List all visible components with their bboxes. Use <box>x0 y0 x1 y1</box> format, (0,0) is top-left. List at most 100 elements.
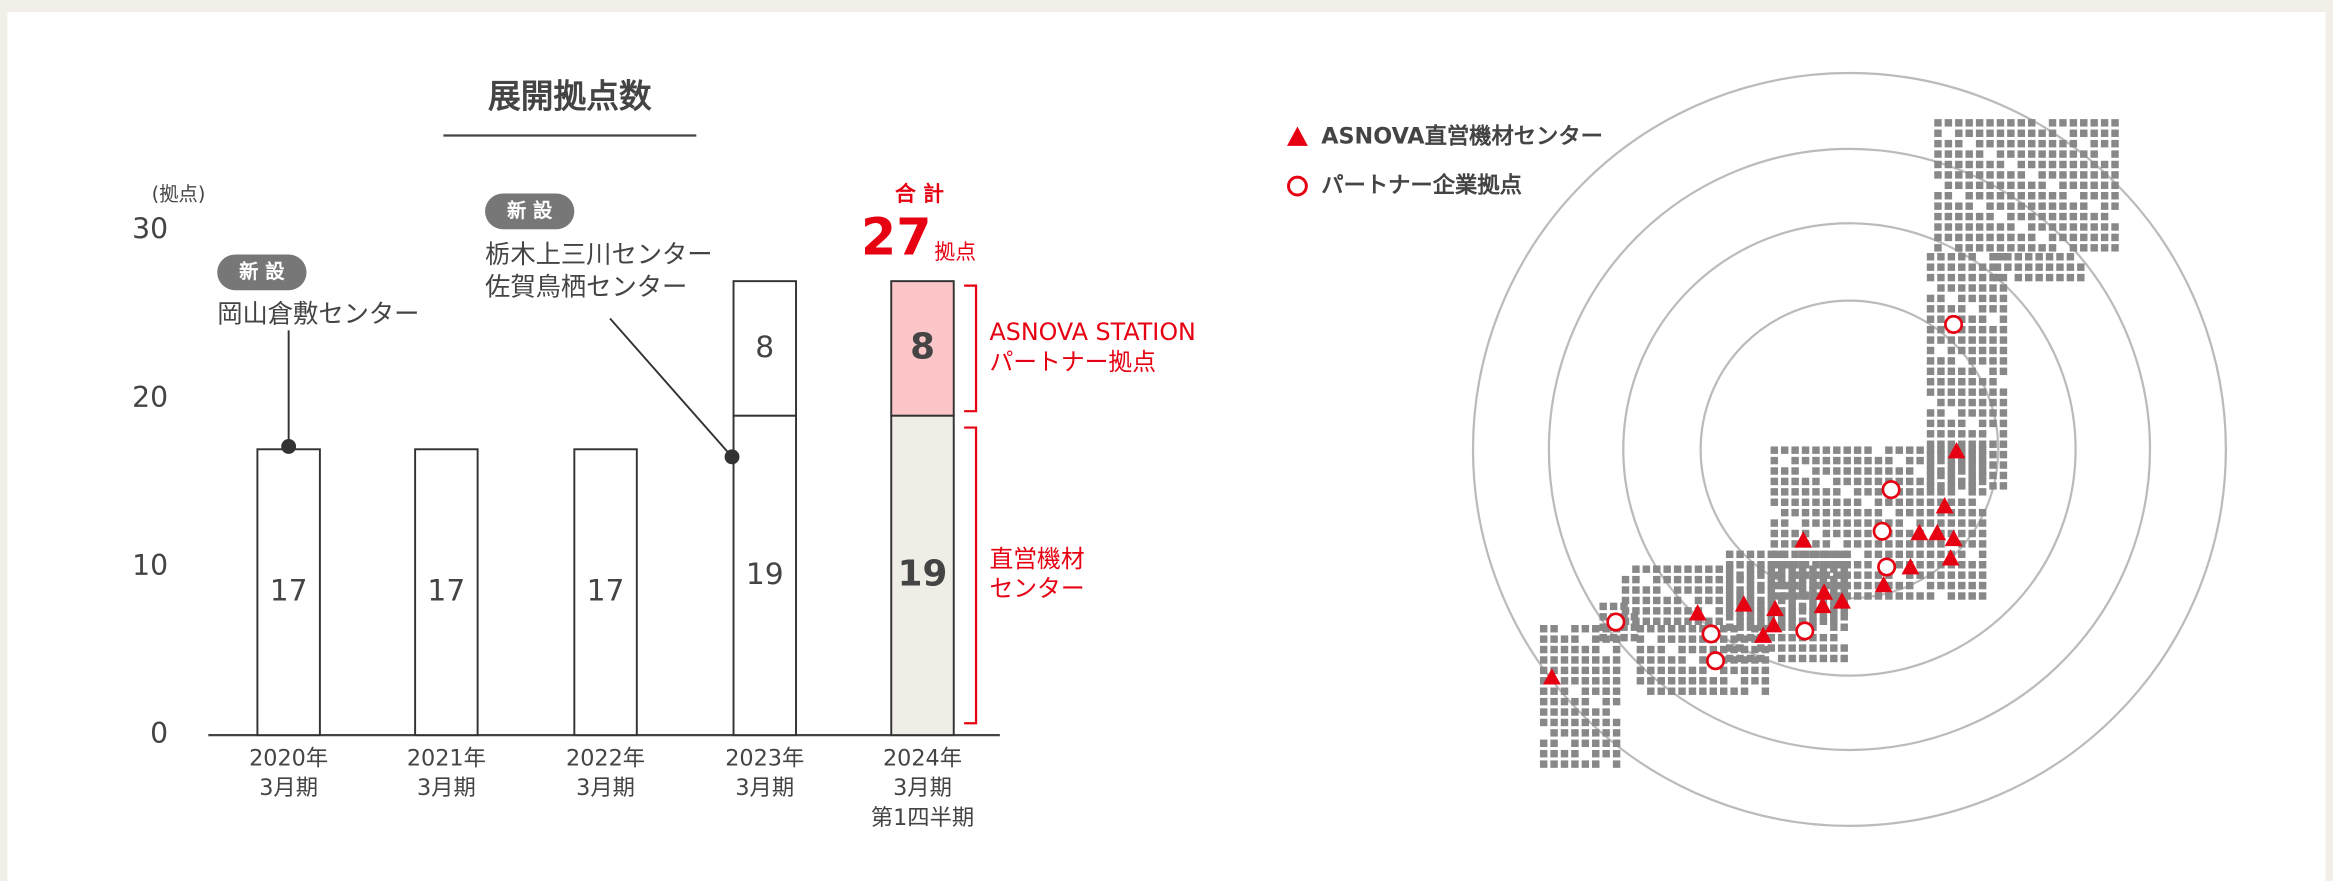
map-dot <box>1853 540 1862 548</box>
center-marker <box>1901 558 1920 575</box>
map-dot <box>2027 244 2036 252</box>
map-dot <box>1926 467 1935 475</box>
map-dot <box>1975 160 1984 169</box>
map-dot <box>1663 617 1671 625</box>
map-dot <box>1539 739 1548 748</box>
map-dot <box>2017 192 2026 200</box>
map-dot <box>1730 656 1738 664</box>
map-dot <box>1642 617 1651 625</box>
map-dot <box>1978 357 1987 365</box>
map-dot <box>1667 677 1676 685</box>
map-dot <box>1916 550 1924 559</box>
map-dot <box>1978 294 1987 303</box>
map-dot <box>1767 596 1776 605</box>
map-dot <box>1947 498 1956 506</box>
map-dot <box>1864 581 1872 590</box>
map-dot <box>1926 315 1935 323</box>
map-dot <box>1630 613 1639 621</box>
x-tick-label: 第1四半期 <box>871 805 974 831</box>
map-dot <box>2069 181 2078 190</box>
map-dot <box>2100 212 2109 221</box>
y-tick-label: 20 <box>132 381 168 414</box>
total-unit: 拠点 <box>934 240 976 264</box>
map-dot <box>1843 467 1851 475</box>
map-dot <box>1778 565 1786 573</box>
map-dot <box>1550 760 1558 768</box>
map-dot <box>1840 654 1848 663</box>
map-dot <box>1539 697 1548 706</box>
map-dot <box>2069 233 2078 242</box>
map-dot <box>1996 150 2005 158</box>
map-dot <box>1560 656 1569 664</box>
map-dot <box>1999 346 2008 355</box>
map-dot <box>1874 550 1883 559</box>
map-dot <box>1780 446 1789 454</box>
map-dot <box>1560 635 1569 643</box>
map-dot <box>1798 561 1807 569</box>
map-dot <box>1819 565 1828 573</box>
map-dot <box>1592 708 1600 716</box>
map-dot <box>1840 613 1848 621</box>
map-dot <box>1853 561 1862 569</box>
map-dot <box>1905 477 1914 486</box>
map-dot <box>1968 325 1976 334</box>
map-dot <box>1916 498 1924 506</box>
map-dot <box>1874 592 1883 600</box>
map-dot <box>1926 430 1935 438</box>
map-dot <box>1778 613 1786 621</box>
map-dot <box>1926 336 1935 344</box>
map-dot <box>1688 666 1697 675</box>
map-dot <box>1989 294 1997 303</box>
map-dot <box>1678 656 1686 664</box>
map-dot <box>2090 119 2098 127</box>
map-dot <box>1699 687 1707 695</box>
map-dot <box>2100 139 2109 148</box>
map-dot <box>1833 467 1841 475</box>
map-dot <box>1986 202 1994 210</box>
map-dot <box>1791 477 1799 486</box>
map-dot <box>1833 571 1841 579</box>
map-dot <box>1934 192 1942 200</box>
badge <box>217 254 307 291</box>
map-dot <box>1947 419 1956 428</box>
map-dot <box>1947 461 1956 469</box>
map-dot <box>1926 540 1935 548</box>
map-dot <box>2080 233 2088 242</box>
map-dot <box>1632 596 1640 605</box>
map-dot <box>1688 677 1697 685</box>
map-dot <box>1602 677 1610 685</box>
map-dot <box>1767 586 1776 594</box>
map-dot <box>1978 336 1987 344</box>
map-dot <box>1705 565 1713 573</box>
map-dot <box>1719 687 1728 695</box>
map-dot <box>1999 461 2008 469</box>
map-dot <box>1620 633 1628 642</box>
map-dot <box>2035 253 2043 261</box>
map-dot <box>1989 440 1997 448</box>
map-dot <box>1571 677 1579 685</box>
map-dot <box>1684 607 1692 615</box>
map-dot <box>1937 540 1945 548</box>
map-dot <box>1571 749 1579 758</box>
map-dot <box>2069 223 2078 231</box>
map-dot <box>1667 635 1676 643</box>
center-marker <box>1910 523 1929 541</box>
map-dot <box>1788 575 1796 584</box>
map-dot <box>1937 336 1945 344</box>
map-dot <box>1999 440 2008 448</box>
map-dot <box>1822 529 1831 538</box>
map-dot <box>1934 171 1942 179</box>
map-dot <box>1958 550 1966 559</box>
map-dot <box>1653 586 1661 594</box>
map-dot <box>1916 519 1924 527</box>
map-dot <box>2038 129 2046 137</box>
map-dot <box>1746 586 1755 594</box>
map-dot <box>2080 223 2088 231</box>
map-dot <box>1746 617 1755 625</box>
map-dot <box>2007 129 2015 137</box>
map-dot <box>1968 456 1976 465</box>
map-dot <box>1926 409 1935 417</box>
map-dot <box>1620 613 1628 621</box>
map-dot <box>1926 482 1935 490</box>
partner-marker <box>1881 480 1901 500</box>
